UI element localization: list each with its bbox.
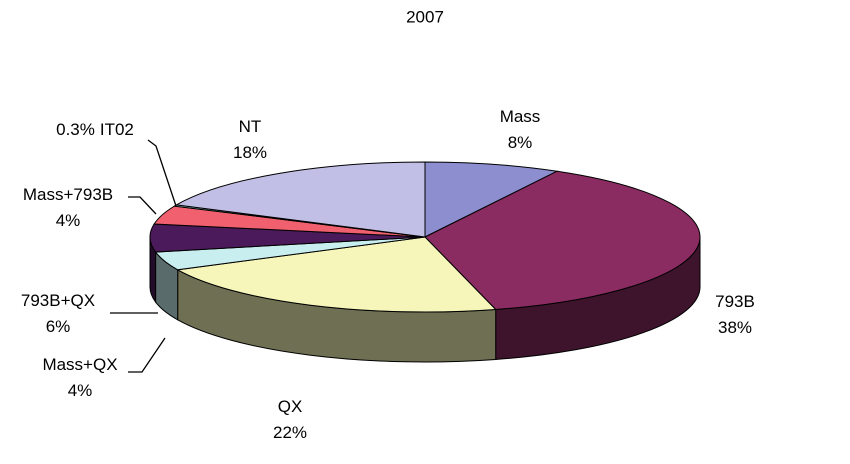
labels: Mass 8% 793B 38% QX 22% Mass+QX 4% 793B+QX 6% Mass…	[21, 107, 755, 442]
slice-label: NT 18%	[233, 117, 267, 162]
slice-label: Mass+793B 4%	[23, 185, 113, 230]
slice-name: Mass+793B	[23, 185, 113, 204]
leader-line	[147, 139, 177, 207]
slice-name: QX	[278, 397, 303, 416]
slice-label: Mass+QX 4%	[42, 355, 117, 400]
slice-name: 793B+QX	[21, 291, 95, 310]
slice-percent: 4%	[56, 211, 81, 230]
slice-name: NT	[239, 117, 262, 136]
chart-title: 2007	[406, 7, 444, 26]
leader-line	[128, 196, 157, 215]
pie-sides	[149, 236, 701, 363]
slice-percent: 18%	[233, 143, 267, 162]
slice-name: Mass+QX	[42, 355, 117, 374]
slice-percent: 22%	[273, 423, 307, 442]
slice-name: Mass	[500, 107, 541, 126]
slice	[424, 170, 701, 310]
slice	[424, 161, 559, 238]
slice	[176, 236, 497, 313]
slice-label: QX 22%	[273, 397, 307, 442]
slice-percent: 0.3%	[56, 120, 95, 139]
slice-label: 793B+QX 6%	[21, 291, 95, 336]
slice-label: Mass 8%	[500, 107, 541, 152]
slice-percent: 38%	[718, 318, 752, 337]
slice-percent: 8%	[508, 133, 533, 152]
slice-name: 793B	[715, 292, 755, 311]
slice-name: IT02	[100, 120, 134, 139]
leader-line	[128, 337, 166, 373]
leader-lines	[110, 139, 177, 373]
pie-tops	[149, 161, 701, 313]
slice-label: 0.3% IT02	[56, 120, 134, 139]
slice-percent: 4%	[68, 381, 93, 400]
slice-percent: 6%	[46, 317, 71, 336]
slice-label: 793B 38%	[715, 292, 755, 337]
slice	[175, 161, 426, 238]
